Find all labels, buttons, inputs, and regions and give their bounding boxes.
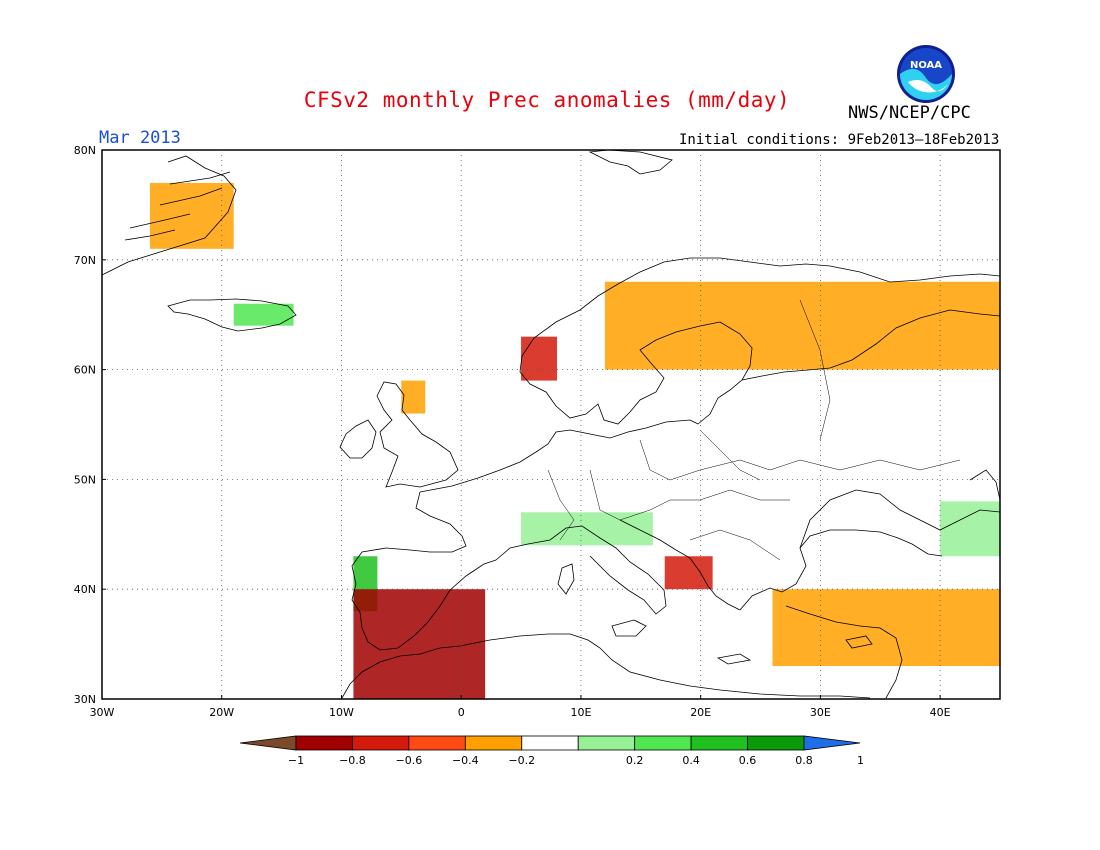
colorbar-label: 0.4 <box>682 754 700 767</box>
colorbar-box <box>747 735 805 751</box>
colorbar-label: −0.6 <box>396 754 423 767</box>
noaa-logo: NOAA <box>897 45 955 103</box>
anomaly-cell <box>233 303 294 326</box>
colorbar-box <box>634 735 692 751</box>
coastlines <box>101 149 1001 699</box>
colorbar-box <box>690 735 748 751</box>
chart-title: CFSv2 monthly Prec anomalies (mm/day) <box>303 88 791 112</box>
colorbar-label: −0.2 <box>508 754 535 767</box>
lat-tick-label: 50N <box>74 473 96 486</box>
lat-tick-label: 60N <box>74 364 96 377</box>
colorbar-label: −0.4 <box>452 754 479 767</box>
colorbar-box <box>408 735 466 751</box>
color-legend: −1 −0.8 −0.6 −0.4 −0.2 0.2 0.4 0.6 0.8 1 <box>239 735 864 767</box>
colorbar-box <box>464 735 523 751</box>
organization-label: NWS/NCEP/CPC <box>848 103 971 123</box>
colorbar-box <box>521 735 579 751</box>
colorbar-high-arrow <box>803 735 861 751</box>
lon-tick-label: 20E <box>690 706 711 719</box>
colorbar-label: 1 <box>857 754 864 767</box>
anomaly-cell <box>940 501 1000 557</box>
valid-month-label: Mar 2013 <box>99 128 181 148</box>
map-frame <box>101 149 1001 700</box>
colorbar-box <box>295 735 353 751</box>
svg-text:NOAA: NOAA <box>910 60 942 71</box>
colorbar-label: −1 <box>288 754 304 767</box>
lon-tick-label: 30E <box>810 706 831 719</box>
anomaly-cell <box>521 336 557 381</box>
lon-tick-label: 30W <box>90 706 115 719</box>
lon-tick-label: 20W <box>209 706 234 719</box>
colorbar-low-arrow <box>239 735 297 751</box>
initial-conditions-label: Initial conditions: 9Feb2013–18Feb2013 <box>679 132 1000 148</box>
colorbar-box <box>577 735 636 751</box>
colorbar-label: −0.8 <box>339 754 366 767</box>
colorbar-label: 0.2 <box>626 754 644 767</box>
colorbar-box <box>352 735 410 751</box>
axis-labels: 30N 40N 50N 60N 70N 80N 30W 20W 10W 0 10E 20E 30E 40E <box>74 144 951 719</box>
lat-tick-label: 40N <box>74 583 96 596</box>
anomaly-layer <box>149 182 1000 699</box>
lat-tick-label: 70N <box>74 254 96 267</box>
anomaly-cell <box>149 182 234 249</box>
anomaly-cell <box>664 556 713 590</box>
colorbar-label: 0.8 <box>795 754 813 767</box>
lat-tick-label: 30N <box>74 693 96 706</box>
anomaly-cell <box>401 380 426 414</box>
colorbar-label: 0.6 <box>739 754 757 767</box>
anomaly-cell <box>604 281 1000 370</box>
lat-tick-label: 80N <box>74 144 96 157</box>
lon-tick-label: 10W <box>329 706 354 719</box>
anomaly-cell <box>353 589 486 699</box>
lon-tick-label: 10E <box>570 706 591 719</box>
lon-tick-label: 0 <box>458 706 465 719</box>
anomaly-cell <box>772 589 1000 667</box>
lon-tick-label: 40E <box>930 706 951 719</box>
